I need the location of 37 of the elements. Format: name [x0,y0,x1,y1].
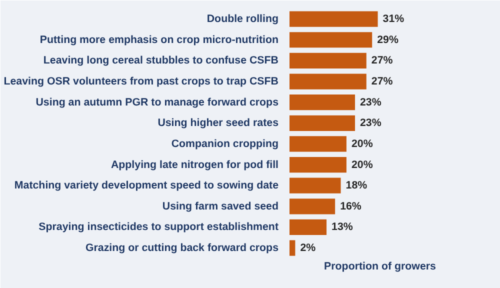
bar [290,178,341,194]
bar [290,74,366,90]
data-label: 27% [371,54,394,67]
bar [290,156,346,173]
y-tick-label: Grazing or cutting back forward crops [85,242,279,254]
bar [290,219,327,236]
x-axis-title: Proportion of growers [324,260,436,272]
y-tick-label: Matching variety development speed to sowing date [14,180,279,192]
y-tick-label: Leaving OSR volunteers from past crops to trap CSFB [4,76,279,88]
data-label: 18% [346,180,368,192]
data-label: 2% [300,242,316,254]
y-tick-label: Spraying insecticides to support establishment [38,221,279,234]
data-label: 23% [360,117,382,130]
y-tick-label: Leaving long cereal stubbles to confuse CSFB [43,54,279,67]
y-tick-label: Using an autumn PGR to manage forward crops [36,96,279,108]
y-tick-label: Using farm saved seed [162,200,279,212]
y-tick-label: Companion cropping [171,138,279,150]
bar [290,136,346,152]
y-tick-label: Putting more emphasis on crop micro-nutrition [40,34,279,46]
y-tick-label: Applying late nitrogen for pod fill [110,158,279,171]
bar [290,115,356,131]
data-label: 16% [340,200,362,212]
data-label: 20% [351,158,374,171]
data-label: 31% [382,13,405,26]
y-tick-label: Using higher seed rates [158,117,279,130]
data-label: 23% [360,96,382,108]
data-label: 29% [377,34,399,46]
data-label: 27% [371,76,394,88]
bar [290,32,372,48]
bar [290,11,378,27]
y-tick-label: Double rolling [206,13,279,26]
bar [290,240,296,256]
data-label: 20% [351,138,374,150]
data-label: 13% [332,221,354,234]
bar [290,52,366,68]
bar [290,198,336,214]
bar [290,94,356,110]
